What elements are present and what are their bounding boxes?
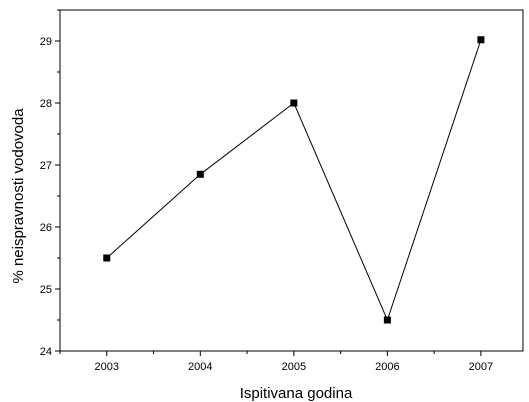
plot-area-border: [59, 9, 524, 352]
series-layer: [103, 36, 485, 324]
y-tick-label: 28: [40, 98, 52, 110]
x-tick-label: 2003: [95, 361, 119, 373]
data-point-marker: [103, 254, 111, 262]
data-point-marker: [383, 316, 391, 324]
y-tick-label: 27: [40, 160, 52, 172]
series-line: [106, 39, 482, 322]
x-axis-ticks: 2003 2004 2005 2006 2007: [59, 351, 493, 373]
y-tick-label: 25: [40, 284, 52, 296]
x-axis-label: Ispitivana godina: [240, 385, 353, 402]
data-point-marker: [477, 36, 485, 44]
data-point-marker: [196, 170, 204, 178]
x-tick-label: 2005: [282, 361, 306, 373]
x-tick-label: 2006: [375, 361, 399, 373]
y-axis-ticks: 24 25 26 27 28 29: [40, 9, 60, 358]
y-tick-label: 29: [40, 36, 52, 48]
plot-frame: [59, 9, 524, 352]
y-tick-label: 24: [40, 346, 52, 358]
x-tick-label: 2007: [469, 361, 493, 373]
x-tick-label: 2004: [188, 361, 212, 373]
data-point-marker: [290, 99, 298, 107]
y-axis-label: % neispravnosti vodovoda: [10, 108, 27, 284]
y-tick-label: 26: [40, 222, 52, 234]
